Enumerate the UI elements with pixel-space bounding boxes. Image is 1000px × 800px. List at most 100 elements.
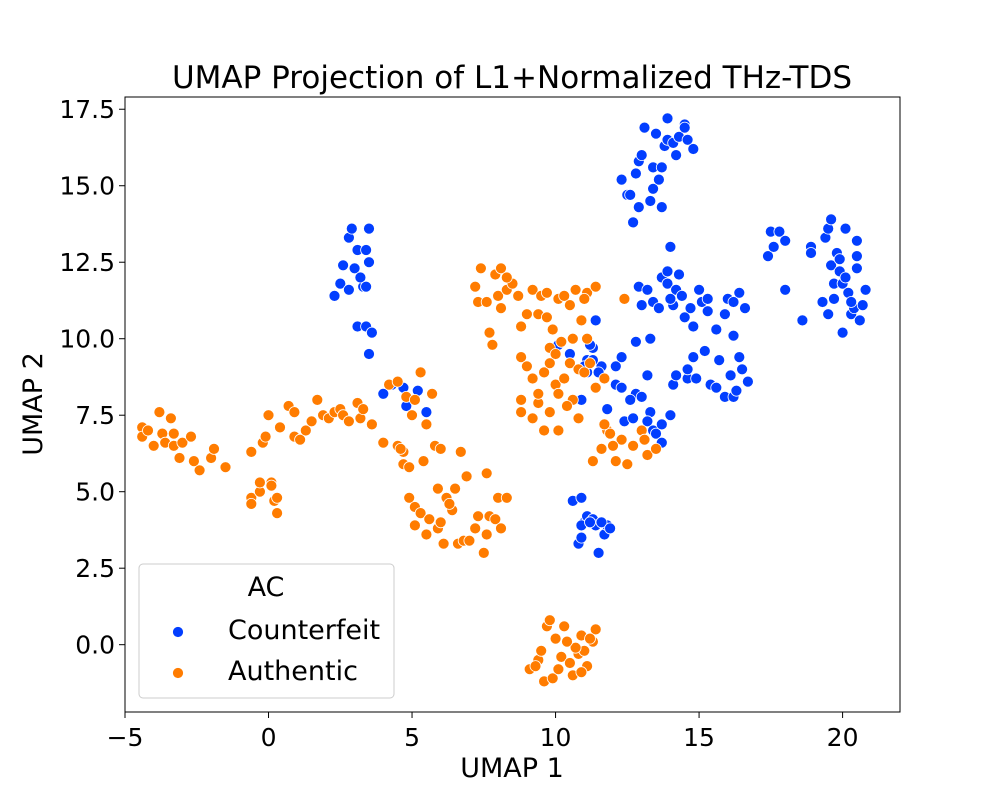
point-counterfeit [839, 222, 852, 235]
point-authentic [245, 445, 258, 458]
point-counterfeit [727, 329, 740, 342]
point-authentic [489, 513, 502, 526]
point-authentic [564, 357, 576, 370]
y-tick-label: 7.5 [75, 401, 115, 430]
point-counterfeit [687, 143, 700, 155]
point-authentic [495, 522, 507, 535]
point-counterfeit [825, 259, 837, 272]
point-authentic [391, 375, 404, 388]
point-authentic [434, 442, 447, 455]
point-counterfeit [420, 406, 433, 419]
point-authentic [526, 412, 539, 425]
point-authentic [541, 286, 553, 299]
point-counterfeit [604, 522, 616, 535]
point-authentic [569, 283, 582, 296]
point-authentic [572, 412, 585, 425]
point-authentic [480, 296, 493, 308]
point-authentic [558, 620, 571, 633]
point-counterfeit [701, 292, 714, 305]
point-counterfeit [595, 516, 608, 529]
point-authentic [187, 455, 200, 468]
point-counterfeit [853, 314, 866, 327]
point-counterfeit [816, 296, 829, 308]
point-authentic [512, 289, 525, 302]
point-counterfeit [615, 381, 628, 394]
point-counterfeit [589, 314, 602, 327]
point-counterfeit [845, 296, 858, 308]
point-authentic [274, 421, 286, 434]
y-tick-label: 17.5 [59, 95, 115, 124]
x-axis: −5 0 5 10 15 20 [107, 712, 858, 752]
point-counterfeit [337, 259, 350, 272]
y-tick-label: 15.0 [59, 172, 115, 201]
point-counterfeit [796, 314, 809, 327]
point-counterfeit [661, 265, 674, 278]
point-counterfeit [851, 234, 863, 247]
point-counterfeit [698, 345, 711, 357]
point-authentic [564, 299, 576, 312]
point-authentic [305, 415, 318, 428]
point-counterfeit [713, 354, 726, 367]
series-counterfeit [328, 112, 872, 559]
plot-area [124, 96, 901, 713]
point-authentic [521, 308, 533, 321]
point-counterfeit [615, 173, 628, 186]
point-counterfeit [687, 320, 700, 333]
point-authentic [443, 497, 456, 510]
point-counterfeit [575, 491, 588, 504]
point-authentic [543, 614, 556, 627]
x-tick-label: 10 [540, 723, 572, 752]
point-authentic [598, 372, 611, 385]
point-counterfeit [730, 384, 743, 397]
point-counterfeit [345, 222, 358, 235]
point-counterfeit [828, 292, 840, 305]
point-authentic [561, 400, 573, 412]
point-authentic [167, 427, 180, 440]
point-authentic [532, 387, 545, 400]
point-authentic [604, 427, 616, 440]
point-authentic [434, 516, 447, 529]
point-authentic [245, 497, 258, 510]
point-counterfeit [635, 299, 648, 312]
point-authentic [365, 418, 378, 431]
point-authentic [495, 302, 507, 315]
point-authentic [607, 439, 619, 452]
point-counterfeit [635, 149, 648, 162]
x-tick-label: 5 [404, 723, 420, 752]
legend-box [138, 563, 395, 699]
point-counterfeit [592, 547, 605, 559]
legend-marker-authentic [172, 667, 184, 679]
point-authentic [208, 442, 220, 455]
point-authentic [515, 406, 527, 419]
point-authentic [164, 412, 177, 425]
point-authentic [578, 292, 591, 305]
point-counterfeit [661, 112, 674, 125]
point-counterfeit [627, 412, 639, 425]
point-authentic [584, 357, 596, 370]
point-authentic [480, 528, 493, 541]
y-tick-label: 10.0 [59, 325, 115, 354]
point-counterfeit [328, 289, 341, 302]
point-authentic [561, 635, 573, 648]
point-authentic [589, 623, 602, 636]
point-counterfeit [641, 415, 654, 428]
point-counterfeit [684, 302, 697, 315]
legend-title: AC [248, 572, 285, 603]
legend[interactable]: AC Counterfeit Authentic [138, 563, 395, 699]
y-tick-label: 5.0 [75, 478, 115, 507]
point-authentic [431, 482, 444, 495]
point-counterfeit [647, 182, 659, 195]
point-authentic [627, 439, 639, 452]
point-authentic [477, 547, 490, 559]
point-authentic [417, 455, 430, 468]
point-authentic [311, 393, 324, 406]
point-authentic [541, 311, 553, 324]
point-authentic [546, 672, 559, 685]
point-counterfeit [342, 283, 355, 296]
legend-label-counterfeit: Counterfeit [228, 615, 380, 646]
point-authentic [500, 271, 513, 284]
point-authentic [173, 452, 186, 464]
point-authentic [480, 467, 493, 480]
plot-frame [124, 96, 901, 713]
point-authentic [420, 528, 433, 541]
